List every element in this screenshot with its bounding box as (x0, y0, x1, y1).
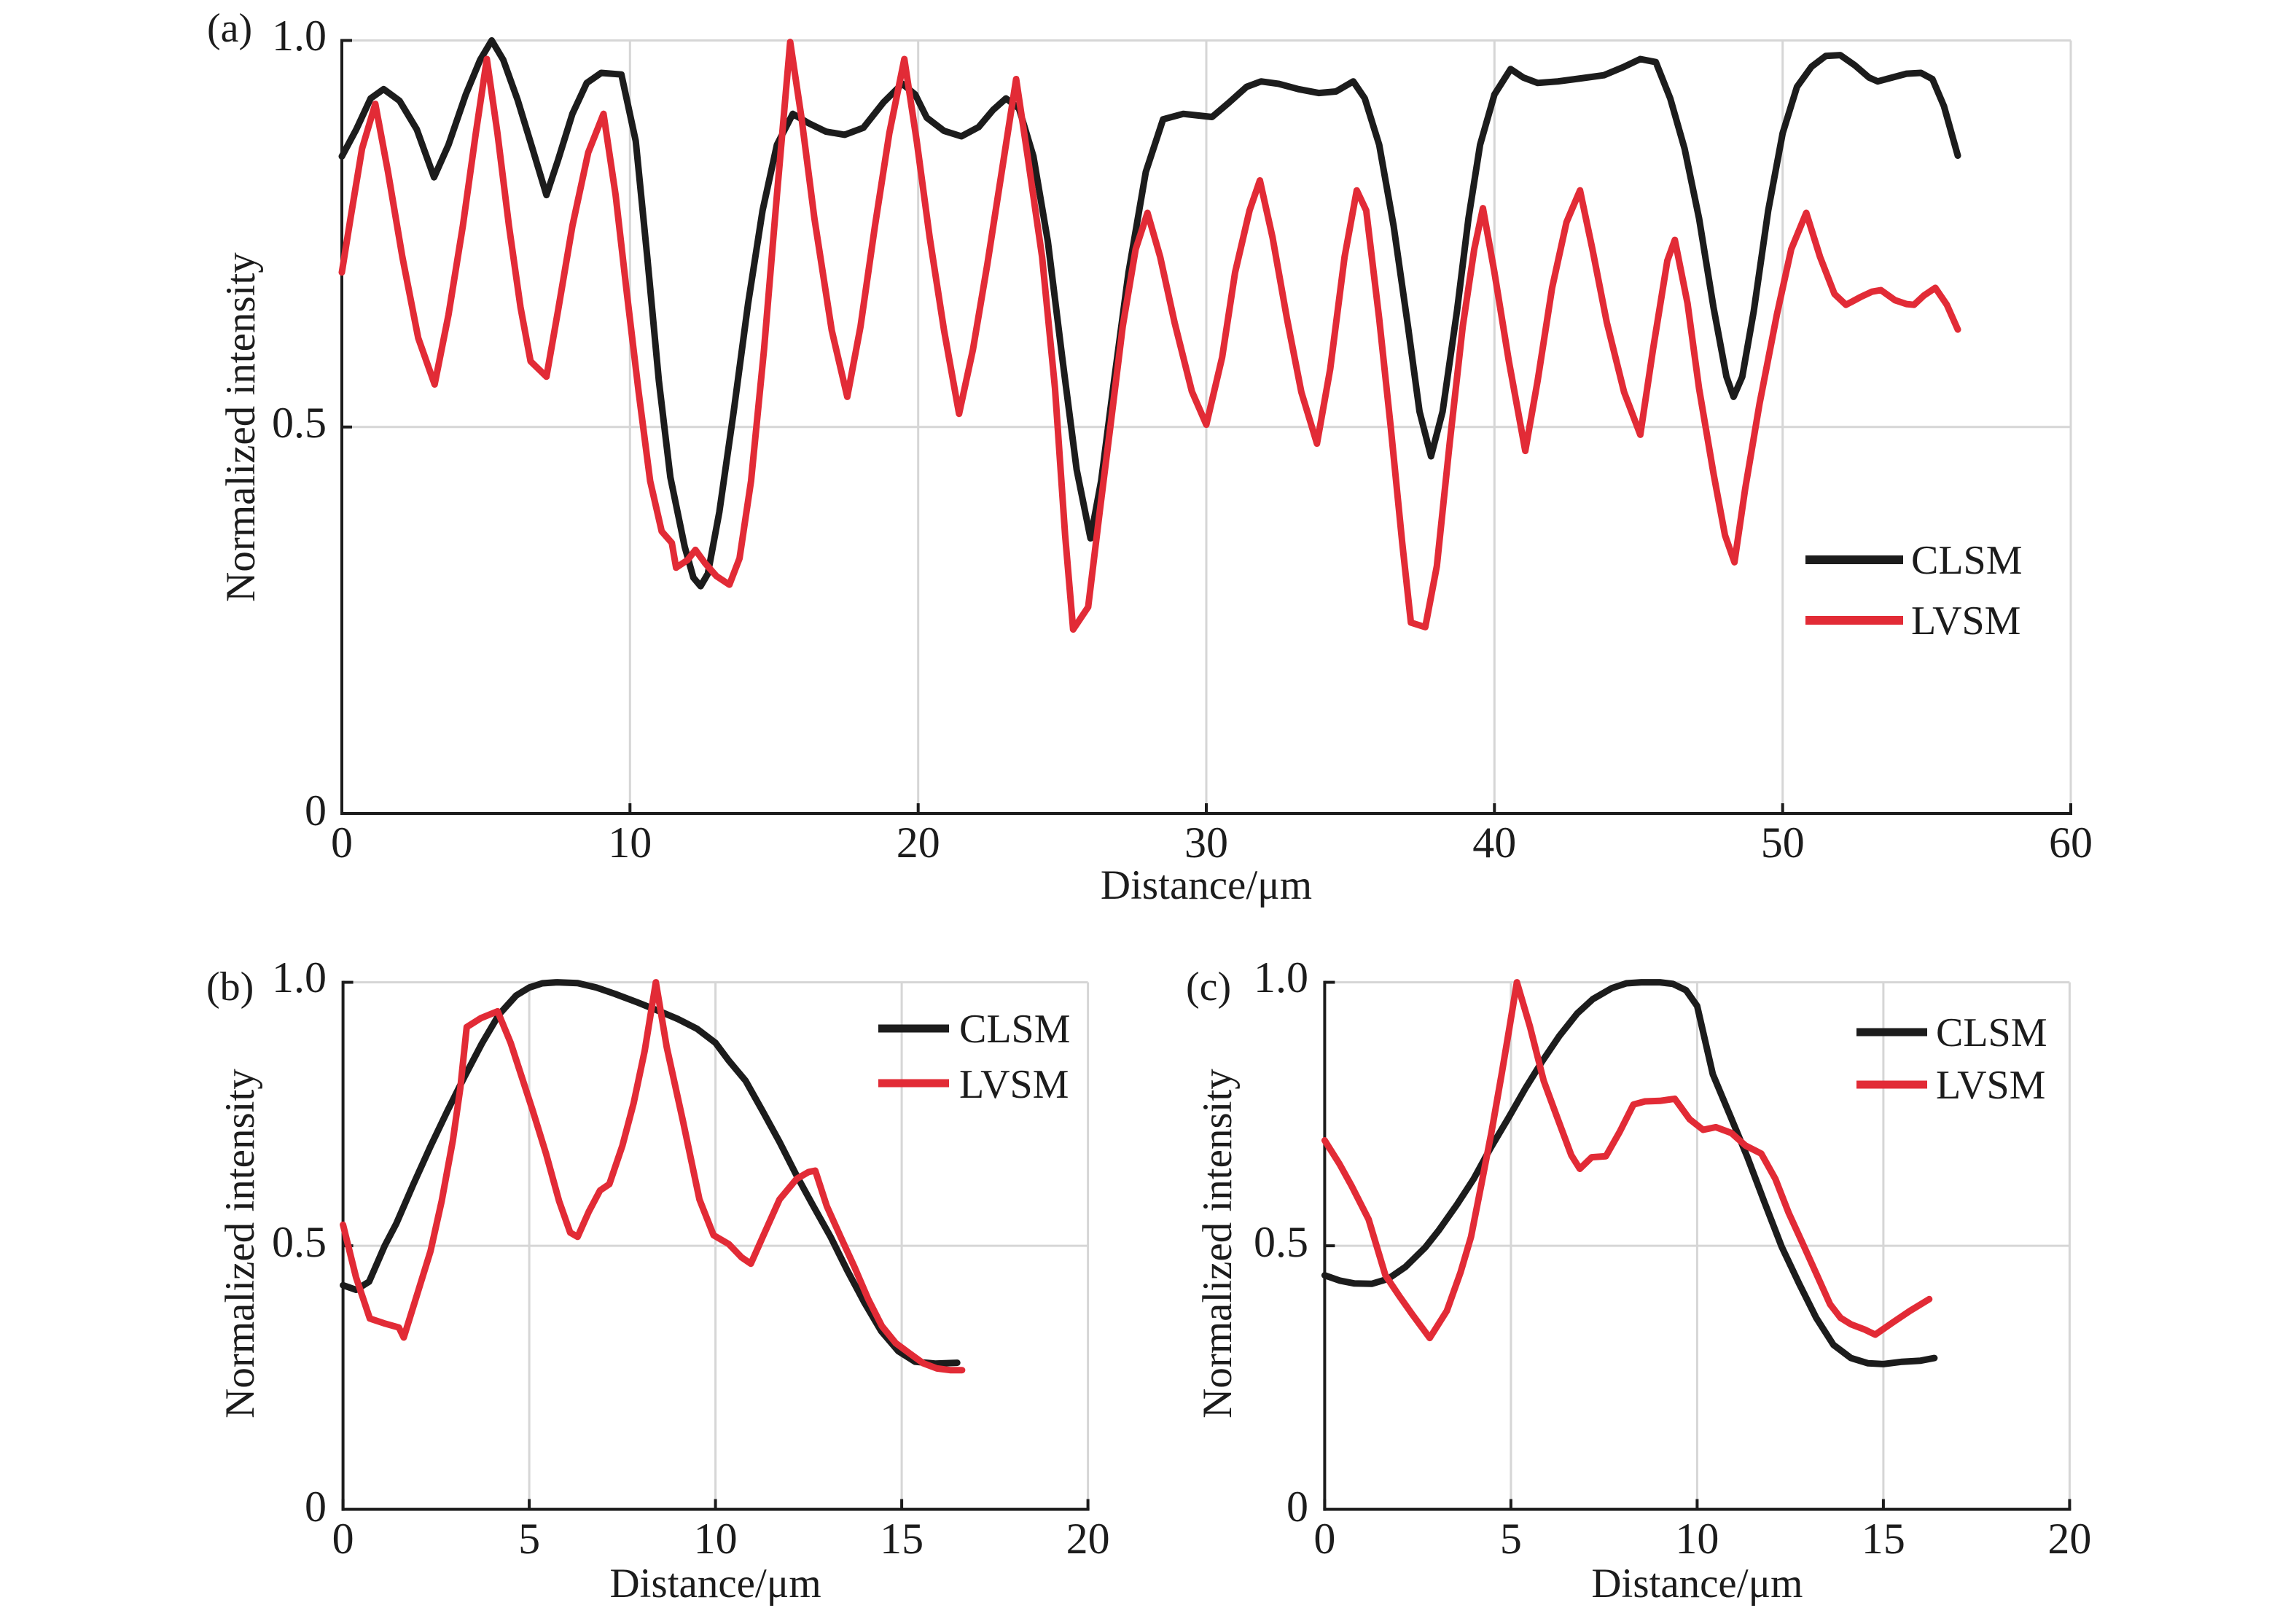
svg-text:(b): (b) (206, 964, 254, 1010)
svg-text:5: 5 (518, 1515, 540, 1563)
svg-text:0.5: 0.5 (1254, 1218, 1308, 1266)
svg-text:CLSM: CLSM (1911, 538, 2023, 583)
svg-text:20: 20 (1066, 1515, 1110, 1563)
svg-text:60: 60 (2049, 819, 2093, 867)
svg-text:Distance/μm: Distance/μm (610, 1561, 821, 1607)
svg-text:5: 5 (1500, 1515, 1522, 1563)
svg-text:1.0: 1.0 (272, 12, 327, 60)
svg-text:50: 50 (1761, 819, 1805, 867)
svg-text:Normalized intensity: Normalized intensity (1195, 1069, 1241, 1418)
svg-text:10: 10 (1675, 1515, 1719, 1563)
svg-text:1.0: 1.0 (1254, 953, 1308, 1002)
svg-text:0: 0 (331, 819, 353, 867)
svg-text:LVSM: LVSM (1936, 1063, 2045, 1108)
svg-text:0: 0 (305, 786, 327, 835)
svg-text:15: 15 (880, 1515, 924, 1563)
svg-text:Normalized intensity: Normalized intensity (217, 1069, 263, 1418)
svg-text:0: 0 (332, 1515, 354, 1563)
svg-text:LVSM: LVSM (959, 1062, 1069, 1107)
svg-text:10: 10 (694, 1515, 738, 1563)
svg-text:CLSM: CLSM (959, 1007, 1071, 1052)
svg-text:20: 20 (897, 819, 940, 867)
svg-text:Distance/μm: Distance/μm (1591, 1561, 1803, 1607)
svg-text:(c): (c) (1186, 964, 1231, 1010)
svg-text:40: 40 (1472, 819, 1516, 867)
svg-text:Distance/μm: Distance/μm (1101, 862, 1312, 908)
svg-text:1.0: 1.0 (272, 953, 327, 1002)
svg-text:Normalized intensity: Normalized intensity (218, 252, 264, 602)
svg-text:0: 0 (1286, 1483, 1308, 1531)
svg-text:(a): (a) (207, 6, 252, 51)
svg-text:0: 0 (305, 1483, 327, 1531)
svg-text:0.5: 0.5 (272, 1218, 327, 1266)
svg-text:20: 20 (2047, 1515, 2091, 1563)
svg-text:CLSM: CLSM (1936, 1010, 2047, 1055)
svg-text:30: 30 (1184, 819, 1228, 867)
svg-text:15: 15 (1862, 1515, 1905, 1563)
svg-text:10: 10 (608, 819, 652, 867)
svg-text:LVSM: LVSM (1911, 598, 2020, 644)
svg-text:0: 0 (1313, 1515, 1335, 1563)
svg-text:0.5: 0.5 (272, 399, 327, 447)
